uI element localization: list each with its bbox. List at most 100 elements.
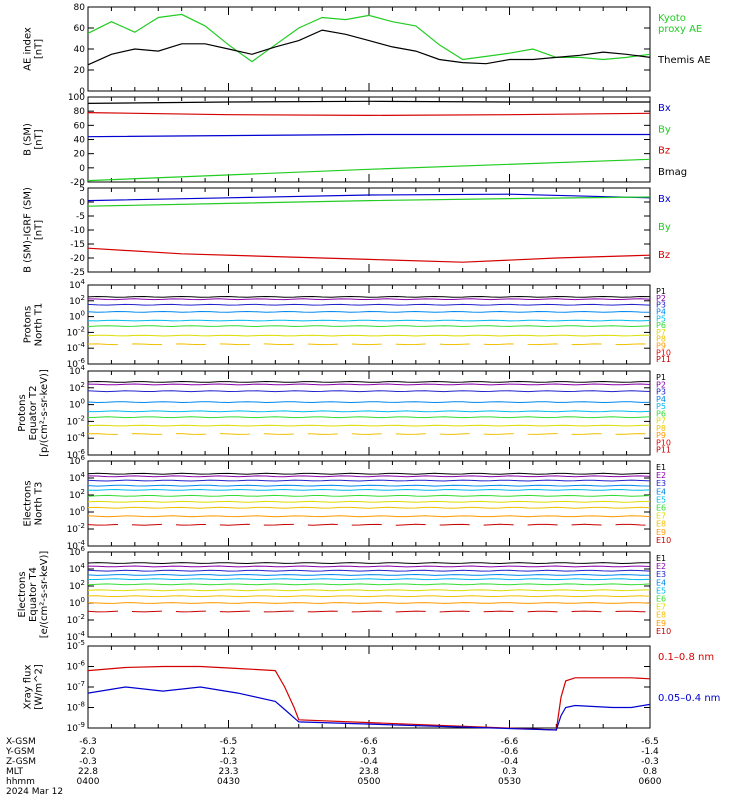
series-line-Bx xyxy=(87,193,651,202)
ephemeris-value: -6.3 xyxy=(79,737,97,747)
legend-label: E7 xyxy=(656,603,666,612)
series-line-E10 xyxy=(87,610,651,613)
y-tick-label: -5 xyxy=(76,212,85,222)
legend-label: E10 xyxy=(656,627,671,636)
legend-label: E2 xyxy=(656,471,666,480)
y-tick-label: -25 xyxy=(70,268,85,278)
y-axis-label: AE index xyxy=(23,27,34,71)
y-tick-label: 60 xyxy=(74,121,86,131)
legend-label: E1 xyxy=(656,554,666,563)
y-tick-label: 10-8 xyxy=(67,701,85,714)
legend-label: E4 xyxy=(656,578,666,587)
y-tick-label: 0 xyxy=(79,164,85,174)
y-tick-label: 20 xyxy=(74,66,86,76)
y-axis-label: [W/m^2] xyxy=(34,664,45,710)
legend-label: P11 xyxy=(656,446,671,455)
y-axis-label: B (SM)-IGRF (SM) xyxy=(23,187,34,273)
legend-label: P6 xyxy=(656,321,666,330)
y-tick-label: 0 xyxy=(79,87,85,97)
legend-label: Kyoto xyxy=(658,13,686,24)
series-line-P7 xyxy=(87,424,651,427)
legend-label: E1 xyxy=(656,463,666,472)
y-tick-label: 0 xyxy=(79,198,85,208)
legend-label: Bmag xyxy=(658,167,687,178)
series-line-E1 xyxy=(87,562,650,565)
y-tick-label: 60 xyxy=(74,24,86,34)
series-line-P8 xyxy=(87,433,651,435)
y-tick-label: 80 xyxy=(74,107,86,117)
panel-pe: 10-6 10-4 10-2 100 102 104 Protons Equator T2 [p… xyxy=(17,364,671,461)
legend-label: P1 xyxy=(656,373,666,382)
y-tick-label: 106 xyxy=(69,454,85,467)
legend-label: P3 xyxy=(656,301,666,310)
y-axis-label: [nT] xyxy=(34,129,45,149)
y-axis-label: Equator T2 xyxy=(28,386,39,441)
series-line-E10 xyxy=(87,523,651,526)
y-axis-label: Protons xyxy=(23,306,34,343)
y-tick-label: 10-2 xyxy=(67,325,85,338)
y-tick-label: -20 xyxy=(70,254,85,264)
series-line-E8 xyxy=(87,506,651,509)
series-line-E5 xyxy=(88,578,651,581)
series-line-E6 xyxy=(87,583,651,586)
series-line-E8 xyxy=(87,595,651,598)
legend-label: E2 xyxy=(656,562,666,571)
legend-label: P3 xyxy=(656,388,666,397)
ephemeris-value: 0430 xyxy=(217,777,240,787)
y-tick-label: 10-4 xyxy=(67,341,86,354)
series-line-P1 xyxy=(87,380,650,383)
y-tick-label: 10-6 xyxy=(67,357,86,370)
ephemeris-value: -0.3 xyxy=(641,757,659,767)
y-axis-label: North T3 xyxy=(34,482,45,526)
series-line-E9 xyxy=(87,602,651,604)
ephemeris-value: 0530 xyxy=(498,777,521,787)
y-tick-label: 102 xyxy=(69,579,85,592)
legend-label: P6 xyxy=(656,409,666,418)
panel-bigrf: -25 -20 -15 -10 -5 0 5 B (SM)-IGRF (SM) [nT] Bx By… xyxy=(23,184,671,278)
y-tick-label: 104 xyxy=(69,278,85,291)
series-line-P4 xyxy=(87,401,650,404)
y-tick-label: 104 xyxy=(69,471,85,484)
y-tick-label: 10-2 xyxy=(67,414,85,427)
series-line-E4 xyxy=(87,573,651,576)
legend-label: Bx xyxy=(658,194,671,205)
series-line-Themis-AE xyxy=(87,29,651,66)
series-line-P4 xyxy=(87,310,651,313)
series-line-P7 xyxy=(87,334,651,337)
legend-label: P4 xyxy=(656,395,666,404)
y-axis-label: Electrons xyxy=(23,480,34,526)
legend-label: E7 xyxy=(656,512,666,521)
y-tick-label: 5 xyxy=(79,184,85,194)
legend-label: E8 xyxy=(656,520,666,529)
ephemeris-value: 0.3 xyxy=(502,767,516,777)
series-line-P5 xyxy=(88,410,651,413)
series-line-By xyxy=(87,196,651,207)
series-line-E6 xyxy=(87,494,651,497)
series-line-Bx xyxy=(87,133,650,138)
y-axis-label: [p/(cm²-s-sr-keV)] xyxy=(39,369,50,457)
ephemeris-value: 2.0 xyxy=(81,747,96,757)
y-tick-label: 106 xyxy=(69,545,85,558)
ephemeris-table: X-GSM -6.3 -6.5 -6.6 -6.6 -6.5Y-GSM 2.0 1.2 0.3-… xyxy=(5,737,662,797)
series-line-P2 xyxy=(87,383,651,386)
series-line-E3 xyxy=(87,569,651,572)
series-line-P8 xyxy=(87,343,651,346)
series-line-Bmag xyxy=(87,100,650,104)
y-tick-label: 102 xyxy=(69,488,85,501)
y-tick-label: 20 xyxy=(74,150,86,160)
y-axis-label: [nT] xyxy=(34,220,45,240)
series-line-P1 xyxy=(87,295,651,298)
legend-label: P2 xyxy=(656,380,666,389)
legend-label: P8 xyxy=(656,424,666,433)
legend-label: Bz xyxy=(658,146,670,157)
panel-ee: 10-4 10-2 100 102 104 106 Electrons Equator T4[… xyxy=(17,545,671,643)
ephemeris-value: 22.8 xyxy=(78,767,98,777)
legend-label: P4 xyxy=(656,307,666,316)
legend-label: P7 xyxy=(656,417,666,426)
series-line-Bz xyxy=(87,247,651,263)
y-tick-label: 102 xyxy=(69,294,85,307)
legend-label: P9 xyxy=(656,431,666,440)
plot-frame xyxy=(87,645,651,729)
panel-pn: 10-6 10-4 10-2 100 102 104 Protons North T1 P1P2… xyxy=(23,278,672,370)
